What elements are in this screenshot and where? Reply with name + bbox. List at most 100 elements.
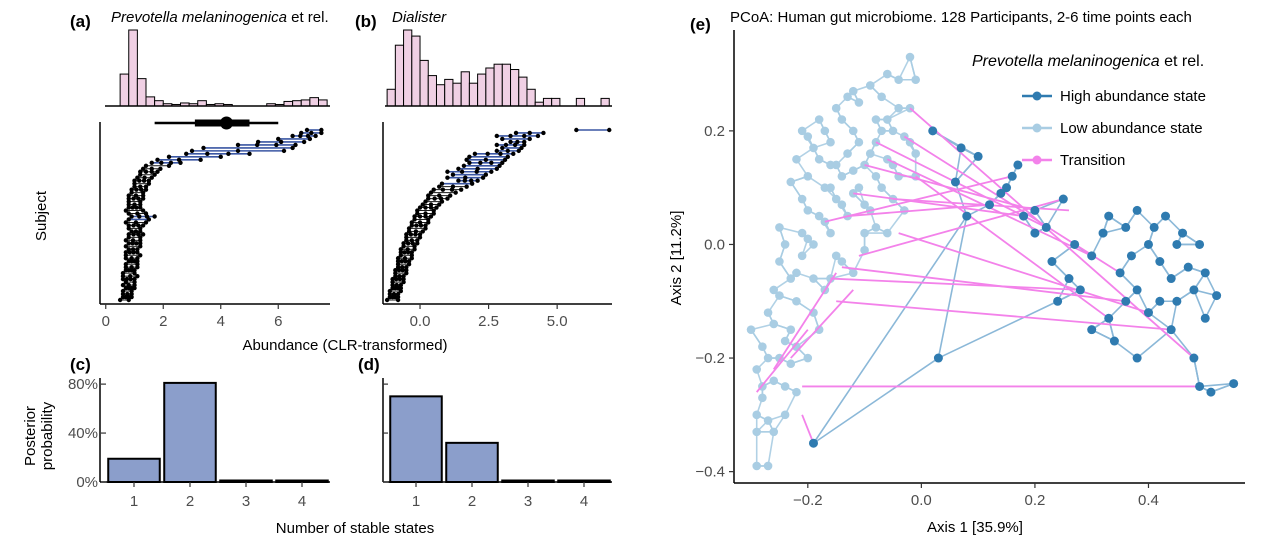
d-x-tick-label-2: 2 — [468, 493, 476, 510]
low-state-point-92 — [831, 103, 841, 113]
b-hist-bin-15 — [510, 69, 520, 107]
transition-segment-16 — [847, 203, 990, 217]
a-subject-20-point-1 — [134, 187, 139, 192]
a-subject-20-point-3 — [143, 187, 149, 192]
low-state-point-2 — [746, 325, 756, 334]
panel-c-ylabel-line-2: probability — [39, 401, 56, 470]
a-subject-35-point-3 — [140, 232, 146, 237]
a-subject-56-point-3 — [129, 294, 134, 300]
a-subject-3-point-1 — [307, 136, 313, 142]
high-state-point-48 — [1053, 296, 1063, 306]
b-hist-bin-0 — [386, 88, 396, 107]
low-state-point-34 — [843, 149, 852, 158]
b-subject-32-point-2 — [418, 223, 424, 228]
transition-segment-5 — [830, 277, 1081, 291]
b-subject-26-point-2 — [428, 205, 434, 210]
high-state-point-19 — [1155, 257, 1165, 266]
a-subject-9-point-1 — [218, 154, 223, 160]
low-state-point-59 — [809, 143, 818, 153]
high-state-point-45 — [962, 211, 972, 221]
low-state-point-51 — [894, 103, 903, 113]
b-subject-29-point-3 — [428, 214, 434, 219]
b-subject-32-point-0 — [409, 223, 414, 228]
low-state-point-19 — [803, 353, 813, 363]
a-subject-11-point-1 — [159, 160, 164, 166]
a-subject-31-point-0 — [123, 220, 129, 225]
high-state-point-25 — [1183, 262, 1193, 272]
a-hist-bin-23 — [318, 99, 328, 107]
b-subject-57-point-1 — [395, 297, 401, 303]
e-y-tick-label-1: −0.2 — [695, 350, 725, 367]
b-subject-14-point-1 — [459, 169, 465, 174]
a-subject-34-point-1 — [133, 229, 139, 234]
b-subject-28-point-0 — [415, 211, 420, 216]
transition-segment-4 — [801, 414, 815, 444]
a-subject-13-point-0 — [140, 166, 146, 171]
low-state-point-104 — [803, 234, 813, 244]
low-state-point-98 — [837, 200, 847, 210]
b-subject-19-point-2 — [464, 184, 469, 189]
a-subject-13-point-2 — [158, 166, 163, 171]
legend-swatch-dot-low — [1032, 123, 1042, 133]
transition-segment-14 — [915, 175, 1110, 320]
panel-b-subjects — [384, 127, 612, 303]
low-state-point-3 — [752, 365, 762, 374]
high-state-point-55 — [808, 438, 818, 448]
e-x-tick-label-0: −0.2 — [793, 492, 823, 509]
high-state-point-22 — [1172, 239, 1182, 249]
a-hist-bin-21 — [300, 99, 311, 107]
low-state-point-100 — [871, 172, 881, 181]
high-state-point-35 — [1121, 296, 1131, 306]
low-state-point-37 — [854, 183, 864, 192]
b-subject-47-point-2 — [400, 267, 405, 273]
b-subject-25-point-2 — [437, 202, 442, 207]
b-hist-bin-5 — [427, 75, 437, 107]
high-state-link-92 — [954, 155, 979, 183]
a-hist-bin-22 — [309, 97, 319, 107]
high-state-point-51 — [1195, 381, 1205, 391]
b-x-tick-label-1: 2.5 — [478, 313, 499, 330]
low-state-point-99 — [860, 245, 869, 255]
b-subject-5-point-1 — [503, 142, 509, 148]
panel-b-x-ticks: 0.0 2.5 5.0 — [410, 304, 568, 330]
high-state-point-37 — [1087, 325, 1097, 335]
a-subject-39-point-0 — [123, 244, 129, 249]
low-state-point-89 — [792, 154, 801, 164]
transition-segment-9 — [875, 141, 1047, 229]
low-state-point-108 — [792, 387, 801, 397]
c-x-tick-label-2: 2 — [186, 493, 194, 510]
d-bar-1 — [389, 395, 443, 483]
b-subject-29-point-1 — [417, 214, 423, 219]
b-subject-5-point-3 — [522, 142, 527, 148]
low-state-point-57 — [786, 177, 796, 187]
b-subject-13-point-0 — [456, 166, 461, 171]
b-subject-33-point-1 — [423, 226, 428, 231]
b-subject-2-point-2 — [522, 133, 527, 139]
b-subject-35-point-1 — [408, 232, 414, 237]
panel-b-histogram — [386, 29, 610, 107]
b-subject-23-point-3 — [445, 196, 450, 201]
summary-point — [220, 116, 233, 130]
b-subject-41-point-2 — [405, 250, 411, 255]
a-subject-10-point-0 — [155, 157, 160, 163]
low-state-point-55 — [911, 75, 920, 85]
b-subject-19-point-0 — [437, 184, 442, 189]
b-subject-24-point-0 — [423, 199, 428, 204]
low-state-point-45 — [877, 183, 886, 192]
b-subject-9-point-1 — [505, 154, 510, 160]
a-subject-26-point-2 — [134, 205, 139, 210]
a-hist-bin-1 — [128, 29, 138, 107]
a-subject-49-point-2 — [135, 273, 140, 279]
low-state-point-96 — [911, 149, 920, 158]
panel-letter-c: (c) — [70, 355, 91, 374]
b-subject-10-point-2 — [502, 157, 508, 163]
a-subject-33-point-0 — [126, 226, 131, 231]
a-subject-57-point-0 — [117, 297, 123, 303]
low-state-point-44 — [871, 115, 881, 124]
b-subject-3-point-1 — [527, 136, 532, 142]
panel-d-bars — [389, 395, 611, 483]
b-subject-16-point-0 — [445, 175, 450, 180]
high-state-link-111 — [812, 215, 968, 444]
high-state-point-32 — [1166, 325, 1176, 335]
panel-e-ylabel: Axis 2 [11.2%] — [668, 211, 685, 306]
